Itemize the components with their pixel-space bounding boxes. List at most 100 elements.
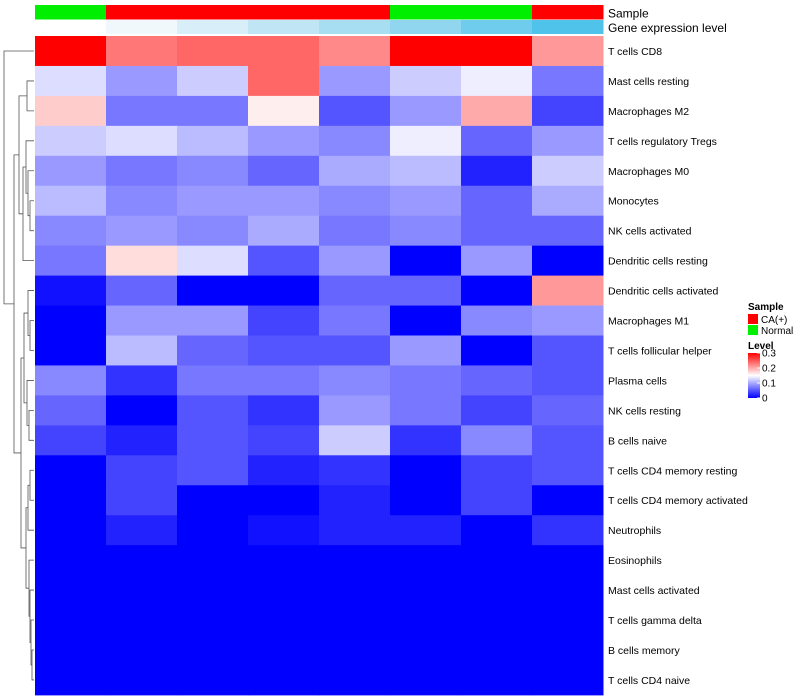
heatmap-cell-r3-c3 — [177, 95, 249, 127]
heatmap-cell-r18-c2 — [106, 545, 178, 576]
dendrogram-branch — [30, 619, 34, 666]
heatmap-cell-r20-c3 — [177, 605, 249, 636]
heatmap-cell-r2-c7 — [461, 65, 533, 97]
heatmap-cell-r19-c8 — [532, 575, 604, 606]
heatmap-cell-r2-c5 — [319, 65, 391, 97]
level-tick-label: 0.2 — [762, 364, 776, 375]
heatmap-cell-r11-c1 — [35, 335, 107, 366]
heatmap-cell-r12-c1 — [35, 365, 107, 396]
heatmap-cell-r11-c4 — [248, 335, 320, 366]
row-label-11: T cells follicular helper — [608, 345, 712, 357]
heatmap-cell-r15-c6 — [390, 455, 462, 486]
heatmap-cell-r21-c4 — [248, 635, 320, 666]
heatmap-cell-r10-c8 — [532, 305, 604, 336]
heatmap-cell-r21-c8 — [532, 635, 604, 666]
heatmap-cell-r16-c6 — [390, 485, 462, 516]
heatmap-cell-r17-c8 — [532, 515, 604, 546]
heatmap-cell-r15-c8 — [532, 455, 604, 486]
heatmap-cell-r9-c6 — [390, 275, 462, 307]
row-label-9: Dendritic cells activated — [608, 286, 718, 298]
heatmap-cell-r1-c1 — [35, 36, 107, 67]
heatmap-cell-r10-c1 — [35, 305, 107, 336]
heatmap-cell-r8-c8 — [532, 245, 604, 277]
heatmap-cell-r17-c7 — [461, 515, 533, 546]
heatmap-cell-r4-c5 — [319, 125, 391, 157]
row-label-7: NK cells activated — [608, 226, 692, 238]
dendrogram-branch — [3, 50, 34, 305]
track-cell-2-8 — [532, 20, 604, 34]
track-cell-1-4 — [248, 5, 320, 20]
heatmap-cell-r6-c5 — [319, 185, 391, 217]
heatmap-cell-r7-c1 — [35, 215, 107, 247]
level-tick-label: 0.3 — [762, 349, 776, 360]
heatmap-cell-r17-c4 — [248, 515, 320, 546]
heatmap-cell-r14-c3 — [177, 425, 249, 456]
heatmap-cell-r5-c6 — [390, 155, 462, 187]
heatmap-cell-r5-c2 — [106, 155, 178, 187]
heatmap-cell-r15-c1 — [35, 455, 107, 486]
heatmap-cell-r10-c2 — [106, 305, 178, 336]
heatmap-cell-r21-c1 — [35, 635, 107, 666]
heatmap-cell-r22-c3 — [177, 664, 249, 696]
track-cell-1-8 — [532, 5, 604, 20]
heatmap-cell-r1-c7 — [461, 36, 533, 67]
heatmap-cell-r8-c6 — [390, 245, 462, 277]
heatmap-cell-r6-c3 — [177, 185, 249, 217]
track-cell-1-7 — [461, 5, 533, 20]
heatmap-cell-r11-c5 — [319, 335, 391, 366]
track-cell-1-2 — [106, 5, 178, 20]
heatmap-cell-r18-c3 — [177, 545, 249, 576]
heatmap-cell-r18-c8 — [532, 545, 604, 576]
heatmap-cell-r12-c7 — [461, 365, 533, 396]
heatmap-cell-r7-c3 — [177, 215, 249, 247]
track-cell-2-4 — [248, 20, 320, 34]
heatmap-cell-r20-c5 — [319, 605, 391, 636]
heatmap-cell-r3-c5 — [319, 95, 391, 127]
heatmap-cell-r17-c1 — [35, 515, 107, 546]
heatmap-cell-r8-c3 — [177, 245, 249, 277]
heatmap-cell-r7-c4 — [248, 215, 320, 247]
heatmap-cell-r7-c5 — [319, 215, 391, 247]
heatmap-cell-r19-c1 — [35, 575, 107, 606]
heatmap-cell-r6-c4 — [248, 185, 320, 217]
heatmap-cell-r12-c4 — [248, 365, 320, 396]
row-label-5: Macrophages M0 — [608, 166, 689, 178]
heatmap-cell-r13-c6 — [390, 395, 462, 426]
heatmap-cell-r20-c2 — [106, 605, 178, 636]
heatmap-cell-r15-c5 — [319, 455, 391, 486]
heatmap-cell-r3-c6 — [390, 95, 462, 127]
heatmap-cell-r11-c3 — [177, 335, 249, 366]
heatmap-cell-r8-c4 — [248, 245, 320, 277]
heatmap-cell-r1-c8 — [532, 36, 604, 67]
row-label-10: Macrophages M1 — [608, 316, 689, 328]
row-dendrogram — [3, 50, 34, 681]
sample-legend-swatch-1 — [748, 314, 758, 324]
heatmap-cell-r9-c3 — [177, 275, 249, 307]
heatmap-cell-r4-c2 — [106, 125, 178, 157]
heatmap-cell-r16-c3 — [177, 485, 249, 516]
heatmap-cell-r13-c8 — [532, 395, 604, 426]
row-label-15: T cells CD4 memory resting — [608, 465, 737, 477]
heatmap-cell-r20-c7 — [461, 605, 533, 636]
track-cell-2-7 — [461, 20, 533, 34]
heatmap-cell-r15-c4 — [248, 455, 320, 486]
dendrogram-branch — [25, 507, 29, 589]
dendrogram-branch — [13, 154, 21, 454]
heatmap-cell-r1-c3 — [177, 36, 249, 67]
heatmap-cell-r14-c4 — [248, 425, 320, 456]
heatmap-cells — [35, 36, 604, 696]
heatmap-cell-r19-c3 — [177, 575, 249, 606]
heatmap-cell-r3-c2 — [106, 95, 178, 127]
heatmap-cell-r17-c3 — [177, 515, 249, 546]
row-label-20: T cells gamma delta — [608, 615, 702, 627]
heatmap-cell-r16-c5 — [319, 485, 391, 516]
heatmap-cell-r5-c3 — [177, 155, 249, 187]
dendrogram-branch — [28, 409, 34, 441]
dendrogram-branch — [27, 290, 34, 336]
track-cell-2-6 — [390, 20, 462, 34]
heatmap-cell-r18-c7 — [461, 545, 533, 576]
track-cell-1-6 — [390, 5, 462, 20]
heatmap-cell-r4-c7 — [461, 125, 533, 157]
heatmap-cell-r7-c2 — [106, 215, 178, 247]
heatmap-cell-r4-c8 — [532, 125, 604, 157]
